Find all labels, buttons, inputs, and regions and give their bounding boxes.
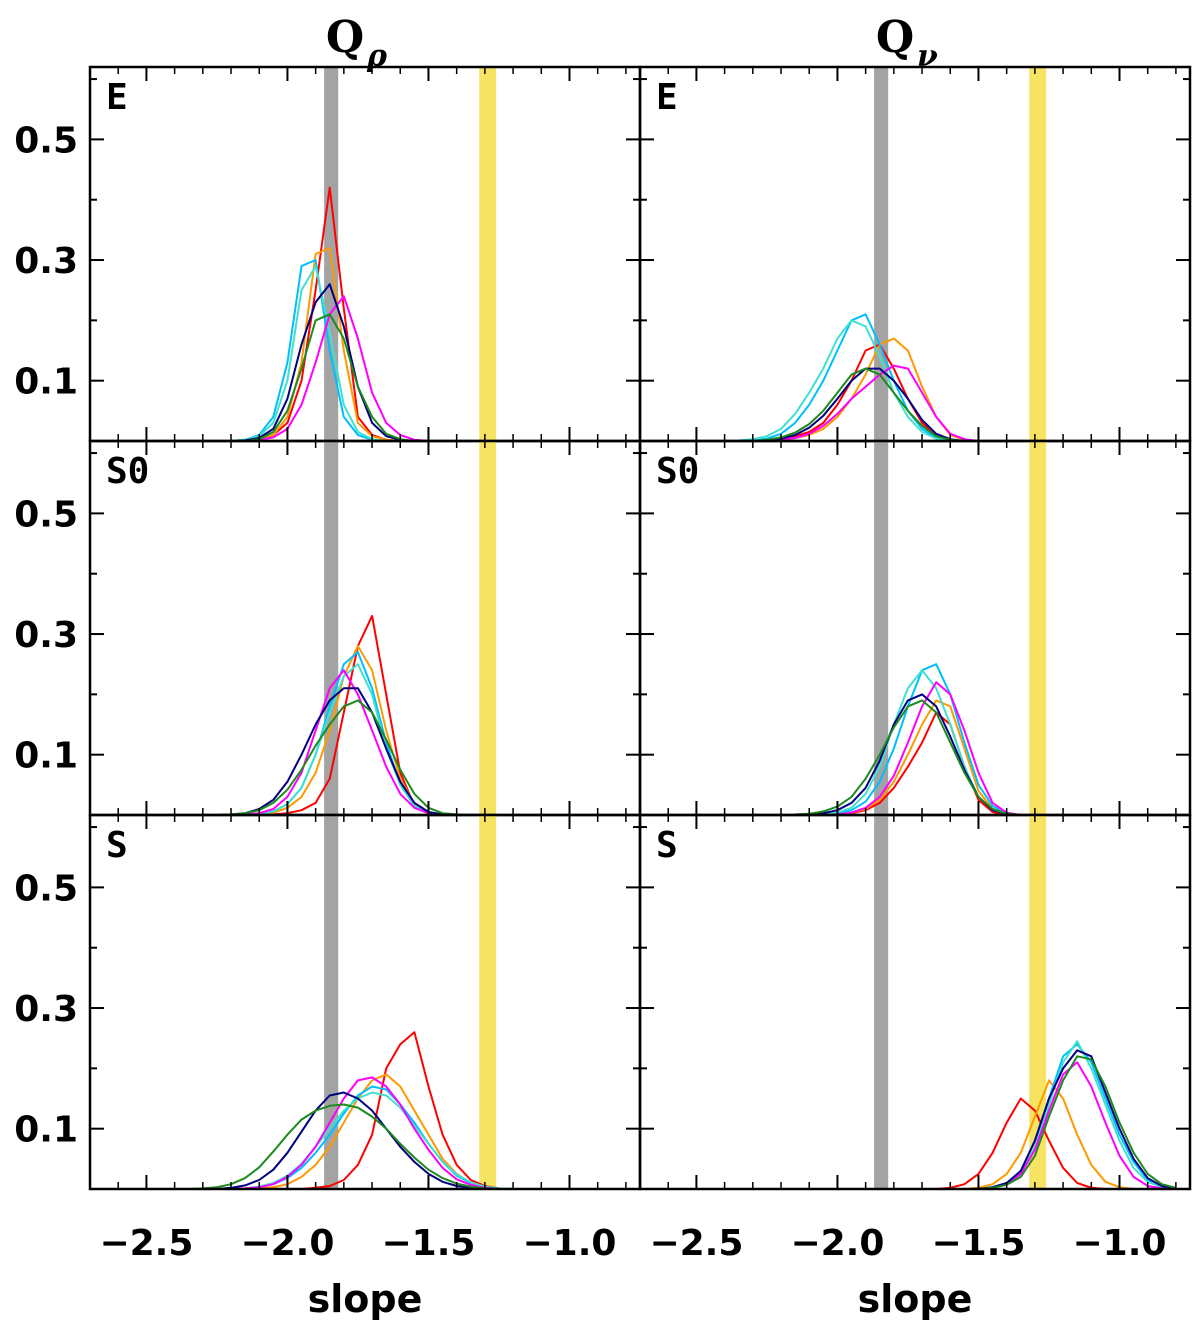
series-line-7 (738, 367, 979, 441)
y-tick-label: 0.3 (14, 615, 78, 656)
panel-frame (638, 439, 1192, 817)
series-line-7 (936, 1055, 1177, 1189)
gray-band (874, 441, 889, 815)
panel-label: S0 (656, 451, 699, 492)
column-title-subscript: ν (917, 39, 938, 74)
column-title: Q (326, 12, 364, 63)
series-line-3 (936, 1043, 1177, 1189)
x-tick-label: −1.0 (1073, 1223, 1167, 1264)
x-tick-label: −2.0 (240, 1223, 334, 1264)
y-tick-label: 0.1 (14, 1110, 78, 1151)
y-tick-label: 0.1 (14, 362, 78, 403)
column-title-subscript: ρ (366, 39, 388, 74)
x-tick-label: −1.5 (381, 1223, 475, 1264)
series-line-4 (738, 319, 979, 441)
series-line-6 (738, 367, 979, 441)
x-axis-label: slope (858, 1277, 973, 1321)
x-tick-label: −2.5 (649, 1223, 743, 1264)
panel-plot-area (795, 441, 1047, 815)
series-line-7 (795, 699, 1021, 815)
panel-label: E (656, 77, 678, 118)
panel-frame (638, 65, 1192, 443)
panel-frame (638, 813, 1192, 1191)
panel-plot-area (874, 815, 1177, 1189)
series-line-1 (202, 186, 457, 441)
series-line-5 (738, 364, 979, 441)
series-line-2 (202, 247, 457, 441)
panel-plot-area (188, 815, 514, 1189)
series-line-7 (188, 1103, 514, 1189)
yellow-band (479, 815, 497, 1189)
panel-plot-area (202, 67, 497, 441)
yellow-band (1029, 441, 1047, 815)
x-tick-label: −2.5 (99, 1223, 193, 1264)
yellow-band (1029, 815, 1047, 1189)
panel-frame (88, 65, 642, 443)
series-line-7 (202, 313, 457, 441)
y-tick-label: 0.5 (14, 120, 78, 161)
yellow-band (479, 441, 497, 815)
y-tick-label: 0.5 (14, 868, 78, 909)
series-line-1 (188, 1031, 514, 1189)
panel-label: S0 (106, 451, 149, 492)
column-title: Q (876, 12, 914, 63)
y-tick-label: 0.1 (14, 736, 78, 777)
yellow-band (479, 67, 497, 441)
panel-plot-area (202, 441, 497, 815)
y-tick-label: 0.5 (14, 494, 78, 535)
panel-plot-area (738, 67, 1047, 441)
panel-label: E (106, 77, 128, 118)
series-line-1 (795, 711, 1021, 815)
y-tick-label: 0.3 (14, 989, 78, 1030)
series-line-3 (738, 313, 979, 441)
x-axis-label: slope (308, 1277, 423, 1321)
panel-frame (88, 813, 642, 1191)
panel-label: S (656, 825, 678, 866)
panel-label: S (106, 825, 128, 866)
gray-band (874, 815, 889, 1189)
series-line-6 (936, 1049, 1177, 1189)
x-tick-label: −1.0 (523, 1223, 617, 1264)
x-tick-label: −2.0 (790, 1223, 884, 1264)
series-line-7 (202, 699, 471, 815)
gray-band (874, 67, 889, 441)
gray-band (324, 441, 339, 815)
x-tick-label: −1.5 (931, 1223, 1025, 1264)
series-line-5 (936, 1061, 1176, 1189)
panel-frame (88, 439, 642, 817)
series-line-1 (936, 1097, 1176, 1189)
yellow-band (1029, 67, 1047, 441)
y-tick-label: 0.3 (14, 241, 78, 282)
gray-band (324, 815, 339, 1189)
series-line-6 (188, 1091, 514, 1189)
